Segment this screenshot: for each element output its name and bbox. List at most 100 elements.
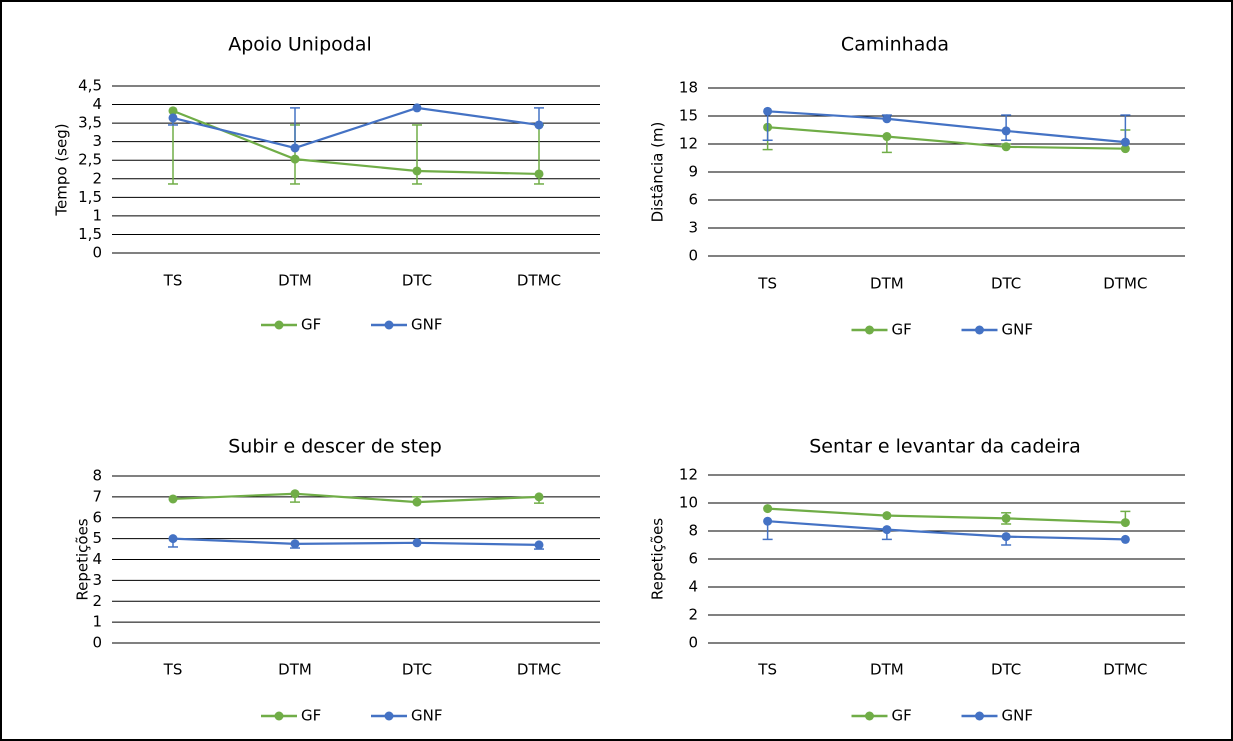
series-line <box>172 106 540 150</box>
data-point <box>1120 534 1130 544</box>
chart-title: Subir e descer de step <box>228 436 442 458</box>
series-line <box>767 520 1126 541</box>
y-axis-label: Repetições <box>649 518 667 600</box>
y-tick-label: 4 <box>92 95 102 113</box>
y-tick-label: 15 <box>679 107 698 125</box>
data-point <box>534 492 544 502</box>
y-tick-label: 4 <box>688 578 698 596</box>
y-tick-label: 1 <box>92 206 102 224</box>
y-tick-label: 5 <box>92 529 102 547</box>
x-tick-label: DTC <box>991 661 1021 679</box>
legend-marker <box>975 711 984 721</box>
x-tick-label: DTM <box>278 661 312 679</box>
y-tick-label: 0 <box>688 247 698 265</box>
y-tick-label: 0 <box>92 244 102 262</box>
x-tick-label: DTC <box>991 275 1021 293</box>
y-tick-label: 2 <box>92 169 102 187</box>
legend-marker <box>865 325 874 335</box>
y-tick-label: 6 <box>688 191 698 209</box>
legend-label: GNF <box>411 707 442 725</box>
y-tick-label: 1,5 <box>78 225 102 243</box>
data-point <box>1120 518 1130 528</box>
data-point <box>412 538 422 548</box>
data-point <box>290 539 300 549</box>
data-point <box>412 497 422 507</box>
data-point <box>1001 126 1011 136</box>
x-tick-label: DTMC <box>517 272 561 290</box>
legend-marker <box>384 320 394 330</box>
data-point <box>168 534 178 544</box>
data-point <box>1120 144 1130 154</box>
y-tick-label: 3 <box>92 132 102 150</box>
y-tick-label: 2,5 <box>78 151 102 169</box>
data-point <box>290 154 300 164</box>
data-point <box>290 143 300 153</box>
y-tick-label: 10 <box>679 494 698 512</box>
x-tick-label: DTM <box>870 275 904 293</box>
series-line <box>767 507 1126 524</box>
series-line <box>172 109 540 176</box>
series-line <box>172 492 540 504</box>
data-point <box>882 114 892 124</box>
y-tick-label: 12 <box>679 135 698 153</box>
x-tick-label: DTC <box>402 272 432 290</box>
x-tick-label: DTMC <box>1103 661 1147 679</box>
y-tick-label: 6 <box>92 508 102 526</box>
y-tick-label: 0 <box>92 634 102 652</box>
data-point <box>412 103 422 113</box>
y-tick-label: 8 <box>92 467 102 485</box>
y-axis-label: Tempo (seg) <box>53 123 71 216</box>
legend-marker <box>274 320 284 330</box>
series-line <box>172 537 540 546</box>
y-tick-label: 3 <box>688 219 698 237</box>
x-tick-label: DTMC <box>1103 275 1147 293</box>
data-point <box>534 169 544 179</box>
y-axis-label: Distância (m) <box>649 122 667 223</box>
data-point <box>763 106 773 116</box>
series-line <box>767 110 1126 144</box>
x-tick-label: DTMC <box>517 661 561 679</box>
legend-label: GF <box>892 707 912 725</box>
data-point <box>763 516 773 526</box>
data-point <box>168 106 178 116</box>
data-point <box>168 113 178 123</box>
data-point <box>1001 532 1011 542</box>
data-point <box>882 511 892 521</box>
data-point <box>168 494 178 504</box>
legend-marker <box>274 711 284 721</box>
y-tick-label: 6 <box>688 550 698 568</box>
y-tick-label: 2 <box>92 592 102 610</box>
y-axis-label: Repetições <box>74 518 92 600</box>
data-point <box>882 132 892 142</box>
data-point <box>534 540 544 550</box>
legend-marker <box>975 325 984 335</box>
data-point <box>763 504 773 514</box>
y-tick-label: 7 <box>92 487 102 505</box>
chart-title: Caminhada <box>841 34 949 56</box>
y-tick-label: 1 <box>92 613 102 631</box>
y-tick-label: 8 <box>688 522 698 540</box>
y-tick-label: 4,5 <box>78 77 102 95</box>
data-point <box>290 489 300 499</box>
y-tick-label: 0 <box>688 634 698 652</box>
legend-label: GNF <box>1002 707 1033 725</box>
y-tick-label: 3,5 <box>78 114 102 132</box>
legend-marker <box>384 711 394 721</box>
y-tick-label: 12 <box>679 466 698 484</box>
x-tick-label: TS <box>163 661 183 679</box>
legend-label: GNF <box>1002 321 1033 339</box>
x-tick-label: DTM <box>278 272 312 290</box>
data-point <box>1001 142 1011 152</box>
y-tick-label: 18 <box>679 79 698 97</box>
legend-label: GF <box>301 707 321 725</box>
data-point <box>1120 137 1130 147</box>
y-tick-label: 3 <box>92 571 102 589</box>
y-tick-label: 1,5 <box>78 188 102 206</box>
y-tick-label: 4 <box>92 550 102 568</box>
x-tick-label: TS <box>163 272 183 290</box>
legend-label: GF <box>301 316 321 334</box>
data-point <box>412 166 422 176</box>
x-tick-label: DTM <box>870 661 904 679</box>
